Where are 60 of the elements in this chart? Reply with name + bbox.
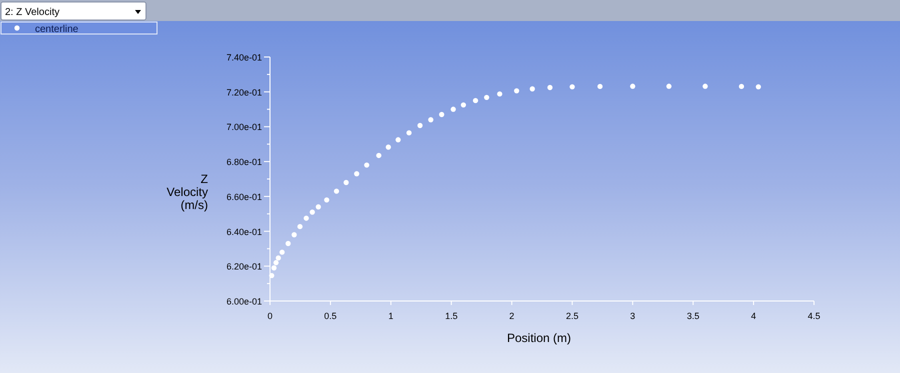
x-tick-label: 4.5: [808, 311, 820, 321]
point: [316, 204, 321, 210]
y-tick-label: 6.20e-01: [226, 262, 262, 272]
point: [271, 265, 277, 270]
point: [497, 91, 502, 97]
y-tick-label: 7.20e-01: [226, 87, 262, 98]
point: [570, 84, 575, 90]
x-tick-label: 1: [388, 311, 394, 321]
point: [450, 106, 456, 112]
legend-label: centerline: [35, 24, 79, 35]
point: [530, 86, 535, 92]
x-tick-label: 0.5: [324, 311, 337, 321]
point: [472, 98, 478, 104]
point: [756, 84, 761, 90]
y-tick-label: 6.40e-01: [226, 226, 262, 237]
y-tick-label: 6.00e-01: [226, 296, 262, 306]
point: [376, 152, 382, 158]
y-tick-label: 7.40e-01: [226, 52, 262, 62]
y-tick-label: 7.00e-01: [226, 122, 262, 132]
y-axis-title: Z Velocity (m/s): [166, 172, 208, 212]
point: [324, 197, 330, 203]
point: [344, 180, 349, 186]
point: [547, 84, 553, 90]
x-tick-label: 0: [267, 311, 273, 321]
point: [439, 112, 444, 118]
point: [304, 216, 309, 221]
text: 2: Z Velocity: [5, 7, 60, 18]
point: [354, 171, 360, 176]
point: [460, 102, 466, 108]
point: [738, 84, 744, 90]
x-tick-label: 3: [630, 311, 636, 321]
x-tick-label: 2.5: [566, 311, 578, 321]
point: [279, 250, 285, 255]
x-tick-label: 2: [509, 311, 514, 321]
point: [396, 137, 401, 142]
x-axis-title: Position (m): [506, 331, 572, 345]
point: [334, 188, 340, 194]
y-tick-label: 6.60e-01: [226, 192, 262, 202]
point: [428, 117, 434, 122]
point: [630, 84, 636, 89]
x-tick-label: 3.5: [686, 311, 700, 321]
point: [364, 162, 370, 168]
point: [286, 240, 291, 246]
point: [276, 255, 281, 261]
y-tick-label: 6.80e-01: [226, 157, 262, 168]
point: [297, 224, 303, 230]
point: [484, 94, 490, 100]
point: [514, 88, 520, 94]
point: [702, 84, 708, 89]
x-tick-label: 4: [751, 311, 756, 321]
x-tick-label: 1.5: [445, 311, 458, 321]
point: [310, 210, 315, 215]
point: [386, 144, 391, 150]
point: [269, 272, 274, 278]
point: [273, 260, 279, 266]
point: [292, 232, 297, 238]
point: [417, 122, 423, 128]
point: [597, 84, 603, 90]
point: [666, 84, 672, 89]
point: [406, 130, 412, 136]
